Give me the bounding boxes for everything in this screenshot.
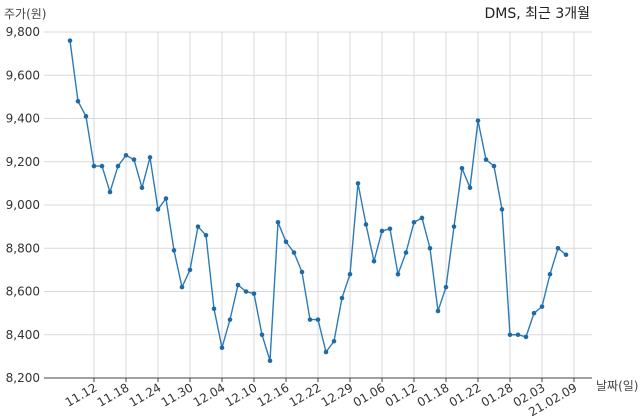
y-tick-label: 9,000 bbox=[6, 198, 40, 212]
data-point bbox=[355, 181, 361, 186]
x-tick-label: 01.12 bbox=[383, 380, 420, 409]
x-tick-label: 12.04 bbox=[191, 380, 228, 409]
data-point bbox=[243, 289, 249, 294]
data-point bbox=[99, 163, 105, 169]
data-point bbox=[131, 157, 137, 162]
data-point bbox=[163, 196, 169, 201]
series-layer bbox=[67, 38, 569, 364]
data-point bbox=[251, 291, 257, 296]
data-point bbox=[267, 358, 273, 364]
data-point bbox=[115, 163, 121, 169]
x-tick-label: 01.28 bbox=[479, 380, 516, 409]
data-point bbox=[555, 245, 561, 251]
x-tick-label: 12.29 bbox=[319, 380, 356, 409]
data-point bbox=[219, 345, 225, 351]
data-point bbox=[307, 317, 313, 322]
data-point bbox=[235, 282, 241, 288]
x-tick-label: 12.16 bbox=[255, 380, 292, 409]
data-point bbox=[363, 222, 369, 227]
grid bbox=[44, 31, 592, 378]
data-point bbox=[411, 220, 417, 225]
data-point bbox=[291, 250, 297, 255]
data-point bbox=[451, 224, 457, 229]
x-tick-label: 01.06 bbox=[351, 380, 388, 409]
data-point bbox=[523, 334, 529, 340]
data-point bbox=[491, 163, 497, 169]
data-point bbox=[371, 258, 377, 264]
data-point bbox=[83, 114, 89, 119]
data-point bbox=[459, 165, 465, 171]
y-tick-label: 9,400 bbox=[6, 112, 40, 126]
data-point bbox=[419, 215, 425, 221]
data-point bbox=[387, 226, 393, 232]
y-tick-label: 8,800 bbox=[6, 241, 40, 255]
y-axis-title: 주가(원) bbox=[4, 7, 46, 21]
data-point bbox=[515, 332, 521, 338]
data-point bbox=[435, 308, 441, 314]
x-tick-label: 01.18 bbox=[415, 380, 452, 409]
data-point bbox=[171, 248, 177, 253]
data-point bbox=[299, 269, 305, 275]
x-tick-label: 01.22 bbox=[447, 380, 484, 409]
data-point bbox=[323, 349, 329, 355]
x-tick-label: 11.30 bbox=[159, 380, 196, 409]
data-point bbox=[403, 250, 409, 255]
x-tick-label: 12.10 bbox=[223, 380, 260, 409]
data-point bbox=[347, 271, 353, 277]
data-point bbox=[443, 284, 449, 290]
x-axis-title: 날짜(일) bbox=[596, 379, 638, 393]
data-point bbox=[147, 155, 153, 160]
data-point bbox=[211, 306, 217, 312]
data-point bbox=[315, 317, 321, 322]
data-point bbox=[227, 317, 233, 322]
y-tick-label: 8,600 bbox=[6, 285, 40, 299]
x-tick-label: 11.12 bbox=[63, 380, 100, 409]
y-tick-label: 9,800 bbox=[6, 25, 40, 39]
data-point bbox=[395, 271, 401, 277]
data-point bbox=[195, 224, 201, 229]
data-point bbox=[339, 295, 345, 301]
data-point bbox=[203, 232, 209, 238]
data-point bbox=[531, 310, 537, 316]
x-tick-label: 11.18 bbox=[95, 380, 132, 409]
x-tick-label: 11.24 bbox=[127, 380, 164, 409]
data-point bbox=[427, 245, 433, 251]
data-point bbox=[507, 332, 513, 338]
data-point bbox=[139, 185, 145, 190]
data-point bbox=[283, 239, 289, 245]
data-point bbox=[123, 152, 129, 158]
data-point bbox=[91, 163, 97, 169]
data-point bbox=[499, 207, 505, 212]
data-point bbox=[187, 267, 193, 273]
data-point bbox=[275, 220, 281, 225]
data-point bbox=[483, 157, 489, 162]
data-point bbox=[379, 228, 385, 234]
y-tick-label: 9,200 bbox=[6, 155, 40, 169]
data-point bbox=[331, 338, 337, 344]
data-point bbox=[475, 118, 481, 123]
y-tick-label: 8,400 bbox=[6, 328, 40, 342]
data-point bbox=[155, 207, 161, 212]
x-tick-label: 12.22 bbox=[287, 380, 324, 409]
data-point bbox=[107, 189, 113, 195]
data-point bbox=[539, 304, 545, 309]
y-tick-label: 8,200 bbox=[6, 371, 40, 385]
data-point bbox=[259, 332, 265, 338]
y-tick-label: 9,600 bbox=[6, 68, 40, 82]
data-point bbox=[563, 252, 569, 258]
chart-title: DMS, 최근 3개월 bbox=[484, 6, 590, 22]
data-point bbox=[75, 98, 81, 104]
data-point bbox=[547, 271, 553, 277]
data-point bbox=[179, 284, 185, 290]
data-point bbox=[467, 185, 473, 190]
data-point bbox=[67, 38, 73, 43]
labels: DMS, 최근 3개월 주가(원) 날짜(일) bbox=[4, 6, 638, 393]
